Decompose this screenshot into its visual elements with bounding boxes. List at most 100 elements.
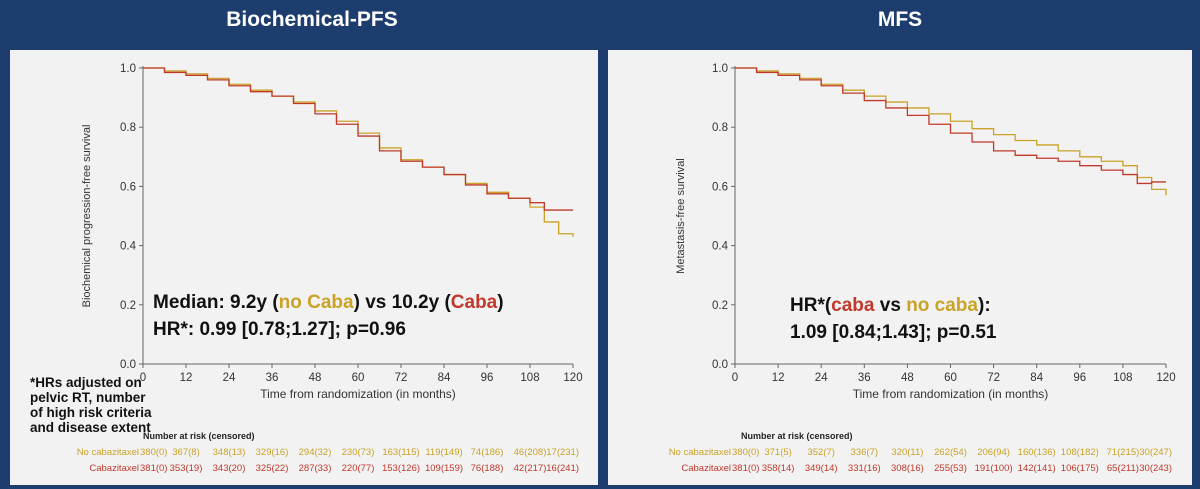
annotation-segment: Caba [451,292,498,313]
x-tick-label: 48 [309,372,322,384]
risk-row-label: No cabazitaxel [77,447,139,458]
y-tick-label: 0.4 [120,241,137,253]
x-tick-label: 24 [223,372,236,384]
hr-footnote: *HRs adjusted on pelvic RT, number of hi… [30,375,152,435]
annotation-line-1: HR*(caba vs no caba): [790,295,991,316]
y-tick-label: 0.8 [120,122,136,134]
risk-table-header: Number at risk (censored) [143,431,255,441]
annotation-segment: HR*: 0.99 [0.78;1.27]; p=0.96 [153,319,406,340]
annotation-line-1: Median: 9.2y (no Caba) vs 10.2y (Caba) [153,292,504,313]
risk-value: 331(16) [848,463,881,474]
risk-value: 348(13) [213,447,246,458]
annotation-segment: ) [497,292,503,313]
right-chart-title: MFS [877,8,923,31]
y-tick-label: 0.2 [120,300,136,312]
annotation-segment: no Caba [279,292,354,313]
x-tick-label: 72 [987,372,1000,384]
risk-value: 65(211) [1107,463,1139,474]
risk-value: 255(53) [934,463,967,474]
risk-value: 262(54) [934,447,967,458]
caba-curve [143,67,573,211]
x-tick-label: 96 [1073,372,1086,384]
mfs-panel: 0.0 0.2 0.4 0.6 0.8 1.0 0 12 24 36 48 60 72 84 96 108 12… [608,50,1192,485]
risk-value: 353(19) [170,463,203,474]
x-tick-label: 60 [352,372,365,384]
risk-value: 71(215) [1107,447,1140,458]
y-tick-label: 0.6 [120,181,136,193]
x-tick-label: 12 [772,372,785,384]
risk-value: 380(0) [732,447,759,458]
annotation-segment: no caba [906,295,978,316]
mfs-chart: 0.0 0.2 0.4 0.6 0.8 1.0 0 12 24 36 48 60 72 84 96 108 12… [669,63,1176,474]
risk-value: 30(243) [1139,463,1172,474]
risk-value: 325(22) [256,463,289,474]
risk-value: 287(33) [299,463,332,474]
risk-value: 42(217) [514,463,547,474]
x-tick-label: 120 [563,372,582,384]
x-tick-label: 84 [438,372,451,384]
risk-value: 163(115) [382,447,419,458]
y-tick-label: 0.0 [120,359,136,371]
no-caba-curve [735,67,1167,196]
y-tick-label: 1.0 [712,63,728,75]
risk-value: 30(247) [1139,447,1172,458]
risk-value: 358(14) [762,463,795,474]
biochemical-pfs-chart: 0.0 0.2 0.4 0.6 0.8 1.0 0 12 24 36 48 60 72 84 96 108 12… [77,63,583,474]
x-tick-label: 36 [858,372,871,384]
x-tick-label: 12 [180,372,193,384]
y-axis-label: Metastasis-free survival [675,158,687,274]
risk-value: 336(7) [851,447,878,458]
annotation-segment: Median: 9.2y ( [153,292,279,313]
risk-value: 153(126) [382,463,420,474]
y-axis-label: Biochemical progression-free survival [81,125,93,308]
x-tick-label: 120 [1156,372,1175,384]
x-tick-label: 108 [520,372,539,384]
annotation-segment: ) vs 10.2y ( [354,292,452,313]
annotation-segment: ): [978,295,991,316]
x-tick-label: 0 [732,372,738,384]
risk-value: 352(7) [807,447,834,458]
annotation-segment: HR*( [790,295,832,316]
x-tick-label: 48 [901,372,914,384]
annotation-segment: vs [874,295,906,316]
risk-value: 106(175) [1061,463,1099,474]
risk-value: 320(11) [891,447,923,458]
risk-value: 349(14) [805,463,838,474]
risk-value: 371(5) [764,447,791,458]
risk-value: 160(136) [1018,447,1056,458]
risk-value: 380(0) [140,447,167,458]
biochemical-pfs-panel: 0.0 0.2 0.4 0.6 0.8 1.0 0 12 24 36 48 60 72 84 96 108 12… [10,50,598,485]
risk-value: 17(231) [546,447,579,458]
risk-value: 294(32) [299,447,332,458]
y-tick-label: 0.8 [712,122,728,134]
risk-value: 109(159) [425,463,463,474]
risk-value: 46(208) [514,447,547,458]
risk-row-label: Cabazitaxel [89,463,139,474]
x-axis-label: Time from randomization (in months) [260,387,456,401]
risk-value: 191(100) [975,463,1013,474]
risk-row-label: Cabazitaxel [681,463,731,474]
caba-curve [735,67,1166,185]
y-tick-label: 1.0 [120,63,136,75]
risk-value: 329(16) [256,447,289,458]
y-tick-label: 0.4 [712,241,729,253]
risk-value: 16(241) [546,463,579,474]
x-axis-label: Time from randomization (in months) [853,387,1049,401]
y-tick-label: 0.0 [712,359,728,371]
no-caba-curve [143,67,574,237]
x-tick-label: 84 [1030,372,1043,384]
risk-value: 381(0) [732,463,759,474]
y-tick-label: 0.6 [712,181,728,193]
y-tick-label: 0.2 [712,300,728,312]
x-tick-label: 0 [140,372,146,384]
x-tick-label: 36 [266,372,279,384]
x-tick-label: 60 [944,372,957,384]
annotation-segment: caba [831,295,875,316]
risk-value: 142(141) [1018,463,1056,474]
x-tick-label: 108 [1113,372,1132,384]
risk-value: 206(94) [977,447,1010,458]
x-tick-label: 96 [481,372,494,384]
risk-value: 367(8) [172,447,199,458]
risk-value: 220(77) [342,463,375,474]
left-chart-title: Biochemical-PFS [226,8,398,31]
